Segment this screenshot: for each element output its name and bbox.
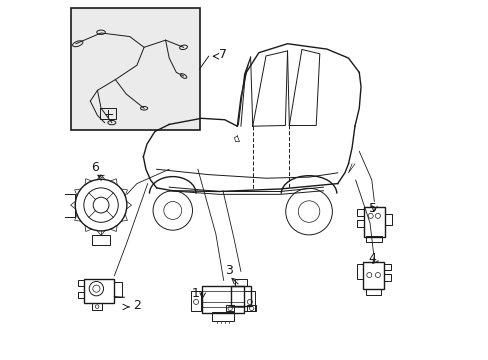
- Text: 2: 2: [133, 299, 141, 312]
- Bar: [84, 279, 114, 303]
- Bar: [356, 209, 363, 216]
- Text: 7: 7: [219, 48, 227, 61]
- Bar: [235, 279, 246, 286]
- Text: 6: 6: [91, 161, 99, 174]
- Bar: [363, 207, 384, 237]
- Bar: [365, 289, 381, 295]
- Bar: [61, 194, 75, 217]
- Text: 3: 3: [225, 264, 233, 277]
- Bar: [59, 208, 64, 214]
- Bar: [357, 264, 363, 279]
- Bar: [114, 282, 122, 297]
- Bar: [100, 108, 116, 120]
- Bar: [366, 236, 382, 242]
- Bar: [230, 286, 250, 306]
- Bar: [92, 303, 102, 310]
- Bar: [59, 195, 64, 202]
- Bar: [362, 262, 384, 289]
- Bar: [78, 292, 84, 298]
- Bar: [78, 280, 84, 286]
- Bar: [202, 286, 244, 313]
- Bar: [244, 291, 255, 311]
- Bar: [92, 234, 110, 244]
- Bar: [247, 305, 255, 311]
- Bar: [70, 8, 199, 130]
- Bar: [190, 291, 201, 311]
- Bar: [212, 312, 233, 321]
- Text: 5: 5: [368, 202, 377, 215]
- Text: 4: 4: [368, 252, 376, 265]
- Bar: [356, 220, 363, 227]
- Bar: [225, 305, 234, 311]
- Bar: [384, 264, 390, 270]
- Bar: [384, 214, 391, 225]
- Bar: [384, 274, 390, 281]
- Text: 1: 1: [191, 287, 199, 300]
